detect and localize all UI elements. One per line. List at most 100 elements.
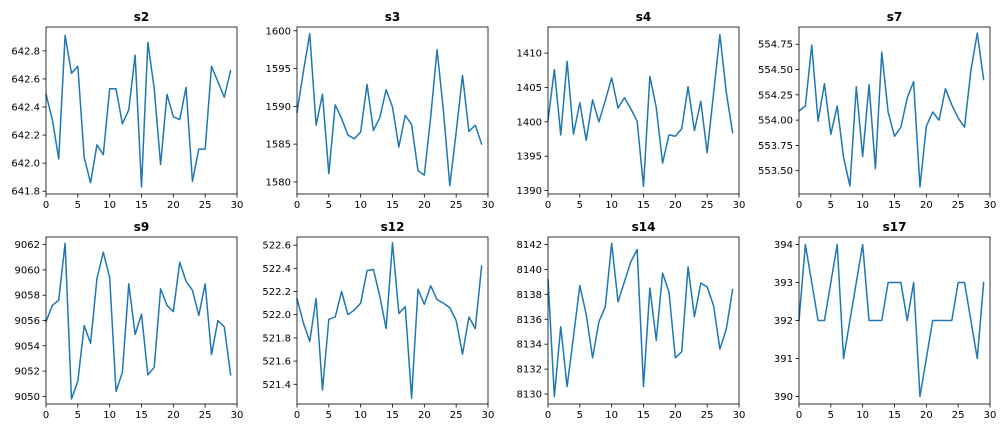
x-tick-label: 20 bbox=[167, 410, 180, 421]
x-tick-label: 30 bbox=[482, 410, 495, 421]
y-tick-label: 9050 bbox=[15, 392, 40, 403]
y-tick-label: 8132 bbox=[517, 365, 542, 376]
panel-title: s14 bbox=[632, 220, 656, 234]
x-tick-label: 5 bbox=[577, 410, 583, 421]
series-line bbox=[296, 33, 483, 187]
x-tick-label: 15 bbox=[386, 410, 399, 421]
x-tick-label: 5 bbox=[326, 410, 332, 421]
y-tick-label: 9060 bbox=[15, 265, 40, 276]
panel-title: s7 bbox=[887, 10, 903, 24]
y-tick-label: 9056 bbox=[15, 316, 40, 327]
x-tick-label: 10 bbox=[856, 410, 869, 421]
y-tick-label: 8140 bbox=[517, 265, 542, 276]
x-tick-label: 20 bbox=[418, 410, 431, 421]
y-tick-label: 392 bbox=[774, 316, 793, 327]
x-tick-label: 5 bbox=[577, 200, 583, 211]
x-tick-label: 10 bbox=[354, 410, 367, 421]
y-tick-label: 1580 bbox=[266, 177, 291, 188]
x-tick-label: 20 bbox=[920, 410, 933, 421]
x-tick-label: 20 bbox=[669, 200, 682, 211]
series-line bbox=[296, 242, 483, 399]
y-tick-label: 554.50 bbox=[758, 65, 793, 76]
x-tick-label: 15 bbox=[888, 410, 901, 421]
y-tick-label: 394 bbox=[774, 240, 793, 251]
y-tick-label: 642.0 bbox=[11, 159, 40, 170]
y-tick-label: 642.2 bbox=[11, 131, 40, 142]
y-tick-label: 1590 bbox=[266, 102, 291, 113]
panel-s2: s2 0 5 10 15 20 25 30 641.8 642.0 642.2 642.4 642.6 6… bbox=[11, 10, 243, 211]
y-tick-label: 554.00 bbox=[758, 116, 793, 127]
x-tick-label: 0 bbox=[43, 410, 49, 421]
panel-title: s17 bbox=[883, 220, 907, 234]
x-tick-label: 15 bbox=[135, 410, 148, 421]
series-line bbox=[547, 242, 734, 398]
x-tick-label: 10 bbox=[103, 410, 116, 421]
x-tick-label: 30 bbox=[984, 200, 997, 211]
x-tick-label: 5 bbox=[75, 200, 81, 211]
y-tick-label: 1400 bbox=[517, 117, 542, 128]
x-tick-label: 25 bbox=[952, 200, 965, 211]
x-tick-label: 10 bbox=[856, 200, 869, 211]
x-tick-label: 25 bbox=[450, 410, 463, 421]
x-tick-label: 5 bbox=[828, 200, 834, 211]
y-tick-label: 8130 bbox=[517, 390, 542, 401]
y-tick-label: 1595 bbox=[266, 64, 291, 75]
y-tick-label: 9058 bbox=[15, 291, 40, 302]
x-tick-label: 30 bbox=[984, 410, 997, 421]
plot-frame bbox=[798, 236, 991, 405]
y-tick-label: 642.4 bbox=[11, 102, 40, 113]
panel-s7: s7 0 5 10 15 20 25 30 553.50 553.75 554.00 554.25 55… bbox=[758, 10, 996, 211]
x-tick-label: 5 bbox=[326, 200, 332, 211]
x-tick-label: 0 bbox=[545, 410, 551, 421]
x-tick-label: 0 bbox=[294, 410, 300, 421]
x-tick-label: 20 bbox=[167, 200, 180, 211]
x-tick-label: 30 bbox=[482, 200, 495, 211]
y-tick-label: 8136 bbox=[517, 315, 542, 326]
x-tick-label: 15 bbox=[386, 200, 399, 211]
plot-frame bbox=[296, 236, 489, 405]
panel-s14: s14 0 5 10 15 20 25 30 8130 8132 8134 8136 8138 8140 8… bbox=[517, 220, 746, 421]
y-tick-label: 1395 bbox=[517, 152, 542, 163]
y-tick-label: 522.4 bbox=[262, 264, 291, 275]
y-tick-label: 553.50 bbox=[758, 166, 793, 177]
y-tick-label: 390 bbox=[774, 392, 793, 403]
series-line bbox=[547, 33, 734, 188]
y-tick-label: 554.25 bbox=[758, 90, 793, 101]
series-line bbox=[45, 242, 232, 400]
y-tick-label: 642.6 bbox=[11, 74, 40, 85]
x-tick-label: 10 bbox=[354, 200, 367, 211]
panel-title: s12 bbox=[381, 220, 405, 234]
x-tick-label: 5 bbox=[828, 410, 834, 421]
series-line bbox=[798, 243, 985, 398]
panel-title: s2 bbox=[134, 10, 150, 24]
panel-title: s3 bbox=[385, 10, 401, 24]
x-tick-label: 30 bbox=[733, 200, 746, 211]
y-tick-label: 9054 bbox=[15, 341, 40, 352]
panel-s12: s12 0 5 10 15 20 25 30 521.4 521.6 521.8 522.0 522.2… bbox=[262, 220, 494, 421]
y-tick-label: 1390 bbox=[517, 186, 542, 197]
x-tick-label: 25 bbox=[701, 200, 714, 211]
panel-s4: s4 0 5 10 15 20 25 30 1390 1395 1400 1405 1410 bbox=[517, 10, 746, 211]
series-line bbox=[798, 32, 985, 188]
y-tick-label: 642.8 bbox=[11, 46, 40, 57]
panel-title: s9 bbox=[134, 220, 150, 234]
y-tick-label: 522.2 bbox=[262, 287, 291, 298]
x-tick-label: 0 bbox=[294, 200, 300, 211]
panel-title: s4 bbox=[636, 10, 652, 24]
x-tick-label: 30 bbox=[733, 410, 746, 421]
y-tick-label: 522.6 bbox=[262, 241, 291, 252]
x-tick-label: 0 bbox=[43, 200, 49, 211]
y-tick-label: 553.75 bbox=[758, 141, 793, 152]
x-tick-label: 0 bbox=[796, 200, 802, 211]
y-tick-label: 521.8 bbox=[262, 333, 291, 344]
y-tick-label: 554.75 bbox=[758, 40, 793, 51]
x-tick-label: 5 bbox=[75, 410, 81, 421]
plot-frame bbox=[547, 26, 740, 195]
y-tick-label: 1600 bbox=[266, 26, 291, 37]
x-tick-label: 10 bbox=[103, 200, 116, 211]
y-tick-label: 8134 bbox=[517, 340, 542, 351]
y-tick-label: 1585 bbox=[266, 140, 291, 151]
y-tick-label: 521.4 bbox=[262, 380, 291, 391]
x-tick-label: 15 bbox=[135, 200, 148, 211]
